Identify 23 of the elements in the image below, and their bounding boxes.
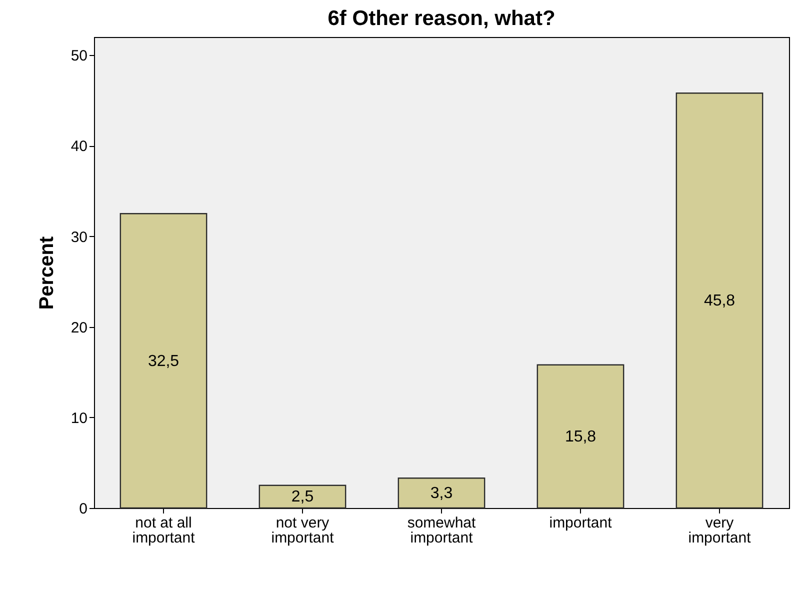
x-tick-label: not at all important	[132, 514, 196, 546]
y-tick-label: 50	[70, 48, 88, 65]
bar	[120, 213, 208, 509]
data-label: 15,8	[564, 428, 596, 446]
y-tick-label: 0	[79, 500, 88, 518]
data-label: 32,5	[148, 352, 180, 370]
x-tick-label: not very important	[271, 514, 335, 546]
y-axis-title: Percent	[36, 236, 58, 310]
bar	[536, 364, 624, 509]
y-tick-label: 30	[70, 228, 88, 246]
data-label: 3,3	[430, 485, 453, 502]
bar	[676, 92, 764, 509]
x-tick-label: very important	[688, 514, 752, 546]
y-tick-label: 40	[70, 138, 88, 156]
x-tick-label: somewhat important	[407, 514, 477, 546]
y-tick-label: 20	[70, 319, 88, 336]
data-label: 2,5	[291, 488, 314, 506]
x-tick-label: important	[549, 514, 613, 532]
data-label: 45,8	[704, 292, 736, 310]
y-tick-label: 10	[70, 410, 88, 427]
chart-title: 6f Other reason, what?	[328, 7, 556, 30]
bar	[258, 484, 346, 509]
bar	[398, 478, 486, 509]
